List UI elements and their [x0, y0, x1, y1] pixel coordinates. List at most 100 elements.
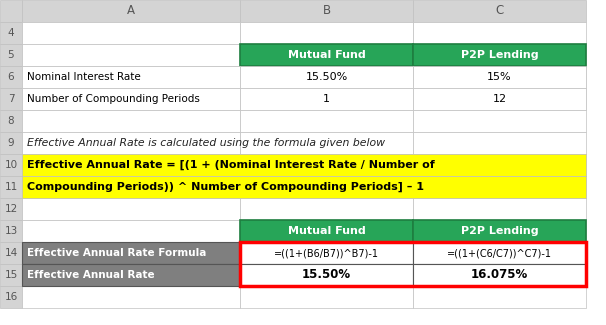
- Text: =((1+(C6/C7))^C7)-1: =((1+(C6/C7))^C7)-1: [447, 248, 552, 258]
- Bar: [22, 154, 240, 176]
- Bar: [413, 220, 586, 242]
- Text: 6: 6: [8, 72, 15, 82]
- Bar: [22, 0, 240, 22]
- Text: Mutual Fund: Mutual Fund: [288, 226, 365, 236]
- Bar: [413, 220, 586, 242]
- Bar: [240, 44, 413, 66]
- Bar: [22, 264, 240, 286]
- Text: 10: 10: [4, 160, 18, 170]
- Bar: [22, 286, 240, 308]
- Text: C: C: [495, 5, 504, 18]
- Text: 5: 5: [8, 50, 15, 60]
- Bar: [240, 110, 413, 132]
- Text: Nominal Interest Rate: Nominal Interest Rate: [27, 72, 141, 82]
- Text: P2P Lending: P2P Lending: [461, 50, 538, 60]
- Bar: [22, 264, 240, 286]
- Bar: [22, 176, 586, 198]
- Text: 4: 4: [8, 28, 15, 38]
- Bar: [0, 242, 22, 264]
- Bar: [0, 264, 22, 286]
- Bar: [0, 0, 22, 22]
- Bar: [22, 198, 240, 220]
- Text: 15: 15: [4, 270, 18, 280]
- Bar: [0, 198, 22, 220]
- Bar: [240, 220, 413, 242]
- Text: 15.50%: 15.50%: [305, 72, 348, 82]
- Bar: [413, 198, 586, 220]
- Text: 1: 1: [323, 94, 330, 104]
- Bar: [22, 22, 240, 44]
- Bar: [240, 154, 413, 176]
- Bar: [22, 66, 240, 88]
- Text: B: B: [322, 5, 330, 18]
- Text: 9: 9: [8, 138, 15, 148]
- Bar: [22, 220, 240, 242]
- Text: 13: 13: [4, 226, 18, 236]
- Bar: [0, 110, 22, 132]
- Text: Effective Annual Rate Formula: Effective Annual Rate Formula: [27, 248, 207, 258]
- Bar: [413, 264, 586, 286]
- Bar: [240, 242, 413, 264]
- Text: 11: 11: [4, 182, 18, 192]
- Bar: [0, 22, 22, 44]
- Bar: [0, 88, 22, 110]
- Bar: [22, 242, 240, 264]
- Bar: [240, 88, 413, 110]
- Bar: [240, 220, 413, 242]
- Text: Effective Annual Rate is calculated using the formula given below: Effective Annual Rate is calculated usin…: [27, 138, 385, 148]
- Bar: [0, 132, 22, 154]
- Bar: [240, 22, 413, 44]
- Text: 12: 12: [4, 204, 18, 214]
- Text: Compounding Periods)) ^ Number of Compounding Periods] – 1: Compounding Periods)) ^ Number of Compou…: [27, 182, 424, 192]
- Text: Number of Compounding Periods: Number of Compounding Periods: [27, 94, 200, 104]
- Bar: [240, 264, 413, 286]
- Text: Effective Annual Rate: Effective Annual Rate: [27, 270, 155, 280]
- Bar: [22, 110, 240, 132]
- Bar: [240, 88, 413, 110]
- Bar: [22, 44, 240, 66]
- Bar: [0, 154, 22, 176]
- Bar: [413, 264, 586, 286]
- Bar: [413, 154, 586, 176]
- Bar: [413, 0, 586, 22]
- Bar: [240, 66, 413, 88]
- Bar: [240, 198, 413, 220]
- Bar: [413, 110, 586, 132]
- Text: P2P Lending: P2P Lending: [461, 226, 538, 236]
- Bar: [0, 66, 22, 88]
- Bar: [240, 176, 413, 198]
- Bar: [413, 88, 586, 110]
- Bar: [413, 132, 586, 154]
- Text: 16.075%: 16.075%: [471, 268, 528, 281]
- Text: 15.50%: 15.50%: [302, 268, 351, 281]
- Bar: [22, 242, 240, 264]
- Bar: [413, 242, 586, 264]
- Text: =((1+(B6/B7))^B7)-1: =((1+(B6/B7))^B7)-1: [274, 248, 379, 258]
- Text: A: A: [127, 5, 135, 18]
- Bar: [0, 286, 22, 308]
- Bar: [22, 132, 240, 154]
- Bar: [413, 242, 586, 264]
- Bar: [240, 242, 413, 264]
- Bar: [240, 44, 413, 66]
- Bar: [22, 88, 240, 110]
- Text: 15%: 15%: [487, 72, 512, 82]
- Bar: [240, 132, 413, 154]
- Bar: [240, 264, 413, 286]
- Bar: [240, 66, 413, 88]
- Bar: [0, 220, 22, 242]
- Bar: [413, 88, 586, 110]
- Bar: [240, 242, 586, 286]
- Bar: [0, 44, 22, 66]
- Text: 16: 16: [4, 292, 18, 302]
- Bar: [22, 176, 240, 198]
- Text: Effective Annual Rate = [(1 + (Nominal Interest Rate / Number of: Effective Annual Rate = [(1 + (Nominal I…: [27, 160, 435, 170]
- Text: 14: 14: [4, 248, 18, 258]
- Text: Mutual Fund: Mutual Fund: [288, 50, 365, 60]
- Bar: [413, 286, 586, 308]
- Bar: [413, 66, 586, 88]
- Bar: [240, 0, 413, 22]
- Bar: [413, 176, 586, 198]
- Bar: [0, 176, 22, 198]
- Text: 8: 8: [8, 116, 15, 126]
